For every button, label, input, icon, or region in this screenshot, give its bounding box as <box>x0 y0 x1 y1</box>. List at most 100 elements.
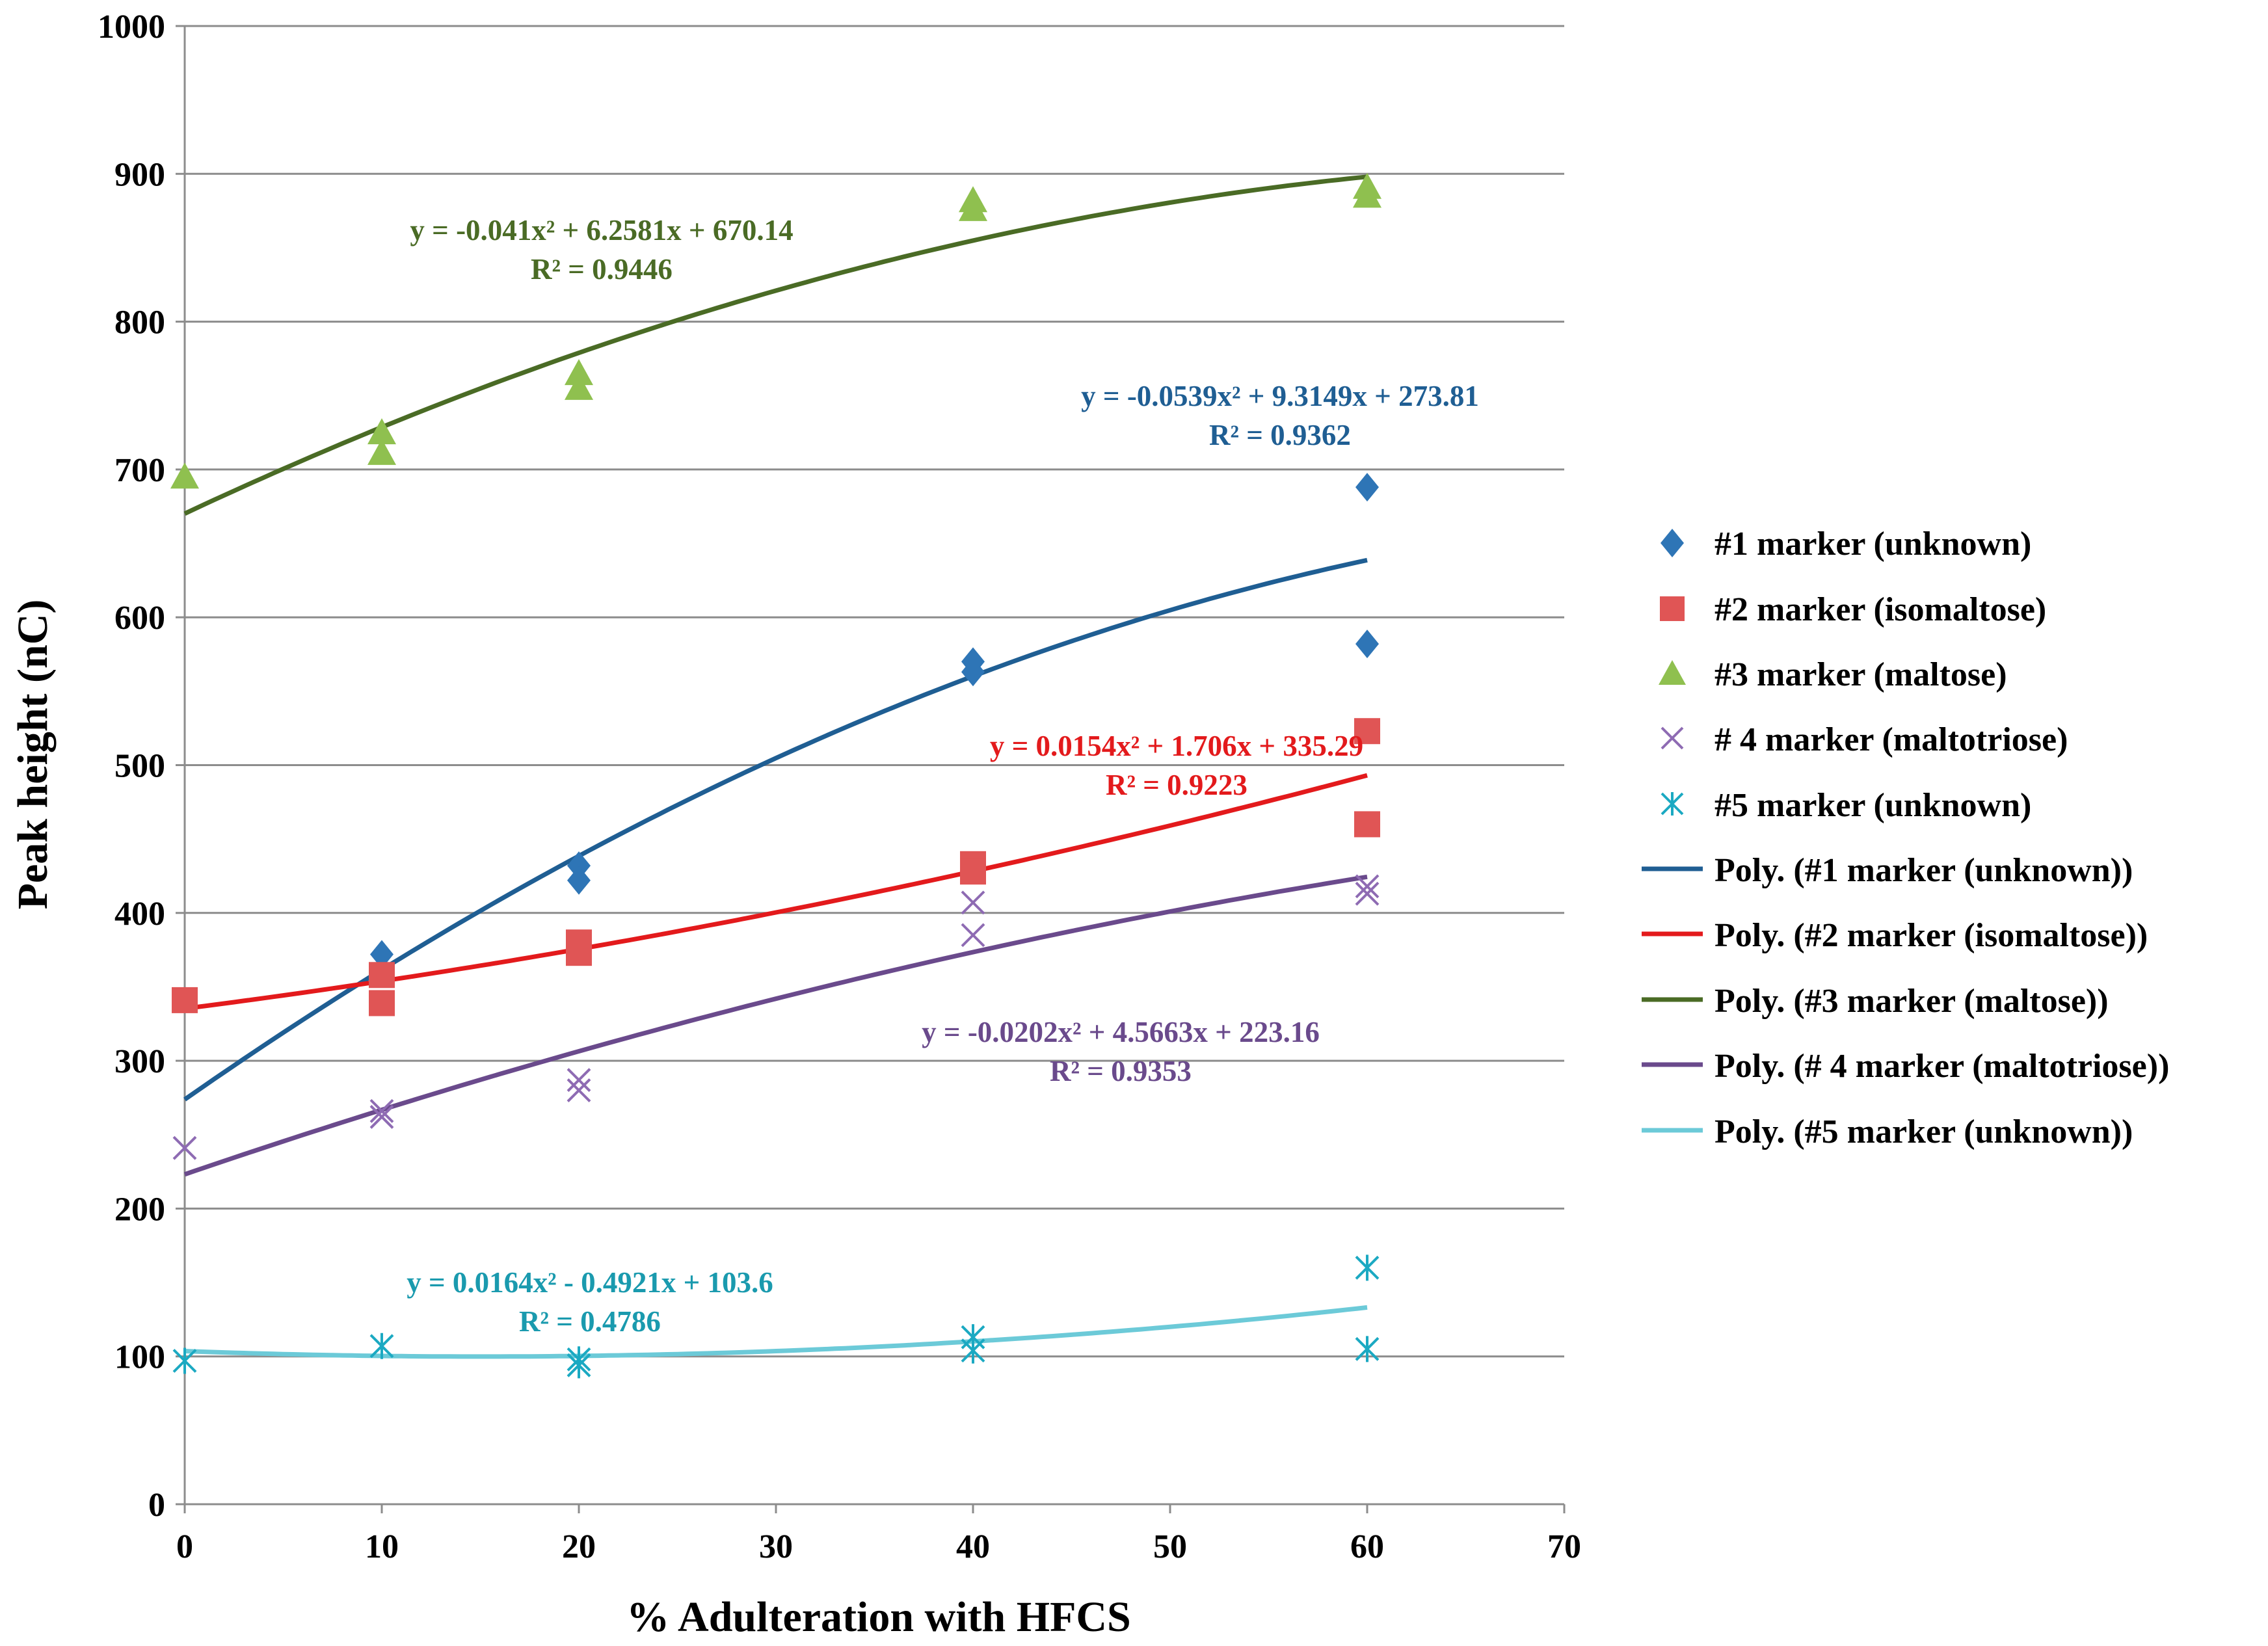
point-s3-9 <box>1353 181 1381 208</box>
point-s2-9 <box>1354 811 1380 838</box>
point-s5-8 <box>1355 1336 1380 1362</box>
trendline-5 <box>184 1305 1368 1359</box>
legend-item-4: # 4 marker (maltotriose) <box>1661 721 2068 758</box>
point-s3-5 <box>565 373 593 400</box>
point-s5-4 <box>567 1352 591 1379</box>
point-s4-5 <box>567 1078 591 1102</box>
legend-label-6: Poly. (#1 marker (unknown)) <box>1714 852 2133 889</box>
y-tick-label-600: 600 <box>114 600 165 637</box>
point-s2-3 <box>369 990 395 1016</box>
legend-label-10: Poly. (#5 marker (unknown)) <box>1714 1113 2133 1150</box>
trend-eq-5: y = 0.0164x² - 0.4921x + 103.6 <box>407 1266 773 1299</box>
trend-eq-3: y = -0.041x² + 6.2581x + 670.14 <box>410 214 793 246</box>
point-s1-6 <box>1355 473 1379 502</box>
trend-eq-1: y = -0.0539x² + 9.3149x + 273.81 <box>1081 380 1479 412</box>
point-s4-3 <box>369 1105 394 1129</box>
point-s1-1 <box>370 940 394 969</box>
legend: #1 marker (unknown) #2 marker (isomaltos… <box>1642 525 2169 1150</box>
legend-item-3: #3 marker (maltose) <box>1659 656 2007 693</box>
point-s5-2 <box>369 1333 394 1359</box>
legend-item-8: Poly. (#3 marker (maltose)) <box>1642 983 2109 1020</box>
y-tick-label-700: 700 <box>114 452 165 489</box>
legend-item-2: #2 marker (isomaltose) <box>1660 591 2046 628</box>
point-s3-1 <box>170 462 199 489</box>
legend-item-9: Poly. (# 4 marker (maltotriose)) <box>1642 1048 2169 1085</box>
legend-item-7: Poly. (#2 marker (isomaltose)) <box>1642 917 2148 954</box>
legend-label-1: #1 marker (unknown) <box>1714 525 2031 563</box>
point-s4-6 <box>961 890 985 915</box>
point-s2-8 <box>1354 718 1380 745</box>
legend-item-1: #1 marker (unknown) <box>1661 525 2031 563</box>
point-s3-4 <box>565 359 593 386</box>
axes: 0 100 200 300 400 500 600 700 800 900 1000 0 10 20 30 4… <box>98 8 1581 1565</box>
x-tick-label-20: 20 <box>562 1528 596 1565</box>
trend-r2-3: R² = 0.9446 <box>531 253 673 285</box>
legend-diamond-marker <box>1661 529 1684 557</box>
legend-item-6: Poly. (#1 marker (unknown)) <box>1642 852 2133 889</box>
trend-r2-1: R² = 0.9362 <box>1209 419 1351 451</box>
legend-label-9: Poly. (# 4 marker (maltotriose)) <box>1714 1048 2169 1085</box>
point-s1-7 <box>1355 630 1379 659</box>
point-s3-3 <box>367 438 396 465</box>
y-tick-label-500: 500 <box>114 748 165 785</box>
point-s3-7 <box>959 194 987 221</box>
y-tick-label-1000: 1000 <box>98 8 165 46</box>
x-tick-label-10: 10 <box>365 1528 399 1565</box>
x-tick-label-40: 40 <box>956 1528 990 1565</box>
x-tick-label-70: 70 <box>1547 1528 1581 1565</box>
point-s2-5 <box>566 940 592 966</box>
trend-eq-4: y = -0.0202x² + 4.5663x + 223.16 <box>922 1016 1320 1048</box>
legend-label-3: #3 marker (maltose) <box>1714 656 2007 693</box>
x-axis-title: % Adulteration with HFCS <box>626 1593 1131 1641</box>
trend-eq-2: y = 0.0154x² + 1.706x + 335.29 <box>990 730 1363 762</box>
legend-triangle-marker <box>1659 660 1686 685</box>
x-tick-label-30: 30 <box>759 1528 793 1565</box>
point-s5-7 <box>1355 1254 1380 1281</box>
legend-x-marker <box>1661 726 1684 750</box>
point-s4-8 <box>1355 874 1380 899</box>
point-s4-2 <box>369 1098 394 1123</box>
point-s1-5 <box>961 657 985 687</box>
y-tick-label-900: 900 <box>114 156 165 193</box>
trend-r2-2: R² = 0.9223 <box>1106 769 1247 801</box>
y-tick-label-300: 300 <box>114 1043 165 1080</box>
y-tick-label-100: 100 <box>114 1339 165 1376</box>
annotations: y = -0.041x² + 6.2581x + 670.14 R² = 0.9… <box>407 214 1479 1338</box>
legend-label-4: # 4 marker (maltotriose) <box>1714 721 2068 758</box>
legend-label-8: Poly. (#3 marker (maltose)) <box>1714 983 2109 1020</box>
trendline-2 <box>184 773 1368 1011</box>
point-s2-2 <box>369 962 395 989</box>
point-s2-1 <box>172 987 198 1013</box>
point-s4-7 <box>961 923 985 948</box>
y-tick-label-400: 400 <box>114 896 165 933</box>
y-axis-title: Peak height (nC) <box>9 600 57 910</box>
y-tick-label-200: 200 <box>114 1191 165 1228</box>
point-s2-7 <box>960 858 986 885</box>
legend-item-5: #5 marker (unknown) <box>1661 787 2031 824</box>
point-s4-1 <box>172 1135 197 1160</box>
point-s3-2 <box>367 418 396 445</box>
legend-label-2: #2 marker (isomaltose) <box>1714 591 2046 628</box>
point-s4-4 <box>567 1068 591 1093</box>
legend-item-10: Poly. (#5 marker (unknown)) <box>1642 1113 2133 1150</box>
legend-label-7: Poly. (#2 marker (isomaltose)) <box>1714 917 2148 954</box>
point-s1-3 <box>567 866 591 895</box>
y-tick-label-800: 800 <box>114 304 165 341</box>
legend-label-5: #5 marker (unknown) <box>1714 787 2031 824</box>
point-s1-2 <box>567 851 591 881</box>
gridlines <box>185 25 1564 1358</box>
legend-star-marker <box>1661 792 1684 816</box>
x-tick-label-60: 60 <box>1350 1528 1384 1565</box>
trendlines <box>183 174 1368 1359</box>
y-tick-label-0: 0 <box>148 1487 165 1524</box>
x-tick-label-50: 50 <box>1153 1528 1187 1565</box>
data-points <box>170 172 1381 1379</box>
legend-square-marker <box>1660 596 1685 621</box>
trend-r2-4: R² = 0.9353 <box>1050 1055 1192 1087</box>
point-s5-6 <box>961 1337 985 1364</box>
trend-r2-5: R² = 0.4786 <box>519 1305 661 1338</box>
point-s5-1 <box>172 1347 197 1374</box>
x-tick-label-0: 0 <box>176 1528 193 1565</box>
point-s4-9 <box>1355 881 1380 906</box>
